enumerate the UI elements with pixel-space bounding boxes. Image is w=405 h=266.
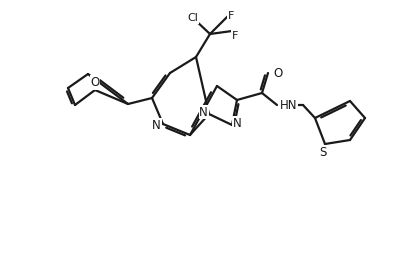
Text: N: N <box>199 106 207 118</box>
Text: Cl: Cl <box>187 13 198 23</box>
Text: F: F <box>228 11 234 21</box>
Text: O: O <box>272 66 281 80</box>
Text: N: N <box>152 118 161 131</box>
Text: N: N <box>232 117 241 130</box>
Text: S: S <box>318 146 326 159</box>
Text: HN: HN <box>279 98 297 111</box>
Text: F: F <box>231 31 238 41</box>
Text: O: O <box>90 76 99 89</box>
